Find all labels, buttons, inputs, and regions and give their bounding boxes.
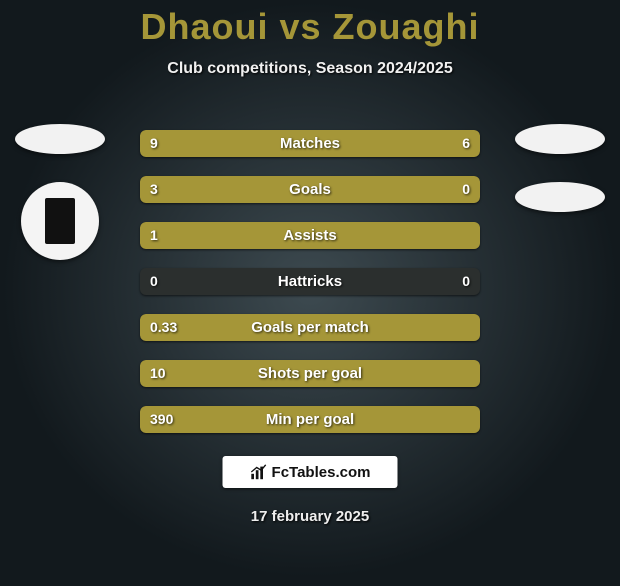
stat-row: 0Hattricks0 bbox=[140, 268, 480, 295]
stat-row: 10Shots per goal bbox=[140, 360, 480, 387]
right-player-badges bbox=[510, 124, 610, 212]
left-club-icon bbox=[21, 182, 99, 260]
left-flag-icon bbox=[15, 124, 105, 154]
stat-value-right: 0 bbox=[462, 268, 470, 295]
stat-value-right: 0 bbox=[462, 176, 470, 203]
stat-row: 0.33Goals per match bbox=[140, 314, 480, 341]
footer-logo: FcTables.com bbox=[223, 456, 398, 488]
right-flag-icon bbox=[515, 124, 605, 154]
footer-date: 17 february 2025 bbox=[0, 508, 620, 525]
stat-label: Goals bbox=[140, 176, 480, 203]
stat-label: Hattricks bbox=[140, 268, 480, 295]
stat-label: Min per goal bbox=[140, 406, 480, 433]
stat-label: Shots per goal bbox=[140, 360, 480, 387]
stat-row: 3Goals0 bbox=[140, 176, 480, 203]
page-title: Dhaoui vs Zouaghi bbox=[0, 6, 620, 48]
comparison-bars: 9Matches63Goals01Assists0Hattricks00.33G… bbox=[140, 130, 480, 433]
stat-label: Matches bbox=[140, 130, 480, 157]
stat-row: 9Matches6 bbox=[140, 130, 480, 157]
stat-value-right: 6 bbox=[462, 130, 470, 157]
club-stripe-icon bbox=[45, 198, 75, 244]
stat-label: Goals per match bbox=[140, 314, 480, 341]
footer-logo-text: FcTables.com bbox=[272, 464, 371, 481]
left-player-badges bbox=[10, 124, 110, 260]
stat-row: 1Assists bbox=[140, 222, 480, 249]
stat-row: 390Min per goal bbox=[140, 406, 480, 433]
stat-label: Assists bbox=[140, 222, 480, 249]
page-subtitle: Club competitions, Season 2024/2025 bbox=[0, 60, 620, 78]
right-club-icon bbox=[515, 182, 605, 212]
chart-icon bbox=[250, 463, 268, 481]
